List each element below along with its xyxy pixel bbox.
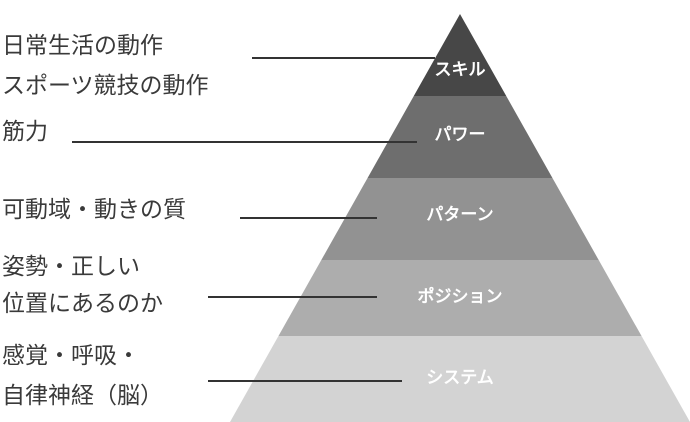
pyramid-level-system: [230, 336, 690, 422]
level-label-system: システム: [426, 368, 494, 388]
annotation-position-line1: 姿勢・正しい: [2, 254, 140, 280]
level-label-skill: スキル: [435, 60, 486, 80]
annotation-skill-line1: 日常生活の動作: [2, 33, 163, 59]
annotation-skill-line2: スポーツ競技の動作: [2, 73, 209, 99]
level-label-position: ポジション: [418, 286, 503, 307]
level-label-pattern: パターン: [426, 205, 493, 225]
annotation-system-line1: 感覚・呼吸・: [2, 343, 140, 369]
annotation-position-line2: 位置にあるのか: [2, 291, 163, 317]
annotation-power: 筋力: [2, 119, 48, 145]
pyramid-level-skill: [230, 14, 690, 96]
annotation-pattern: 可動域・動きの質: [2, 197, 186, 223]
level-label-power: パワー: [435, 125, 486, 145]
annotation-system-line2: 自律神経（脳）: [2, 383, 163, 409]
